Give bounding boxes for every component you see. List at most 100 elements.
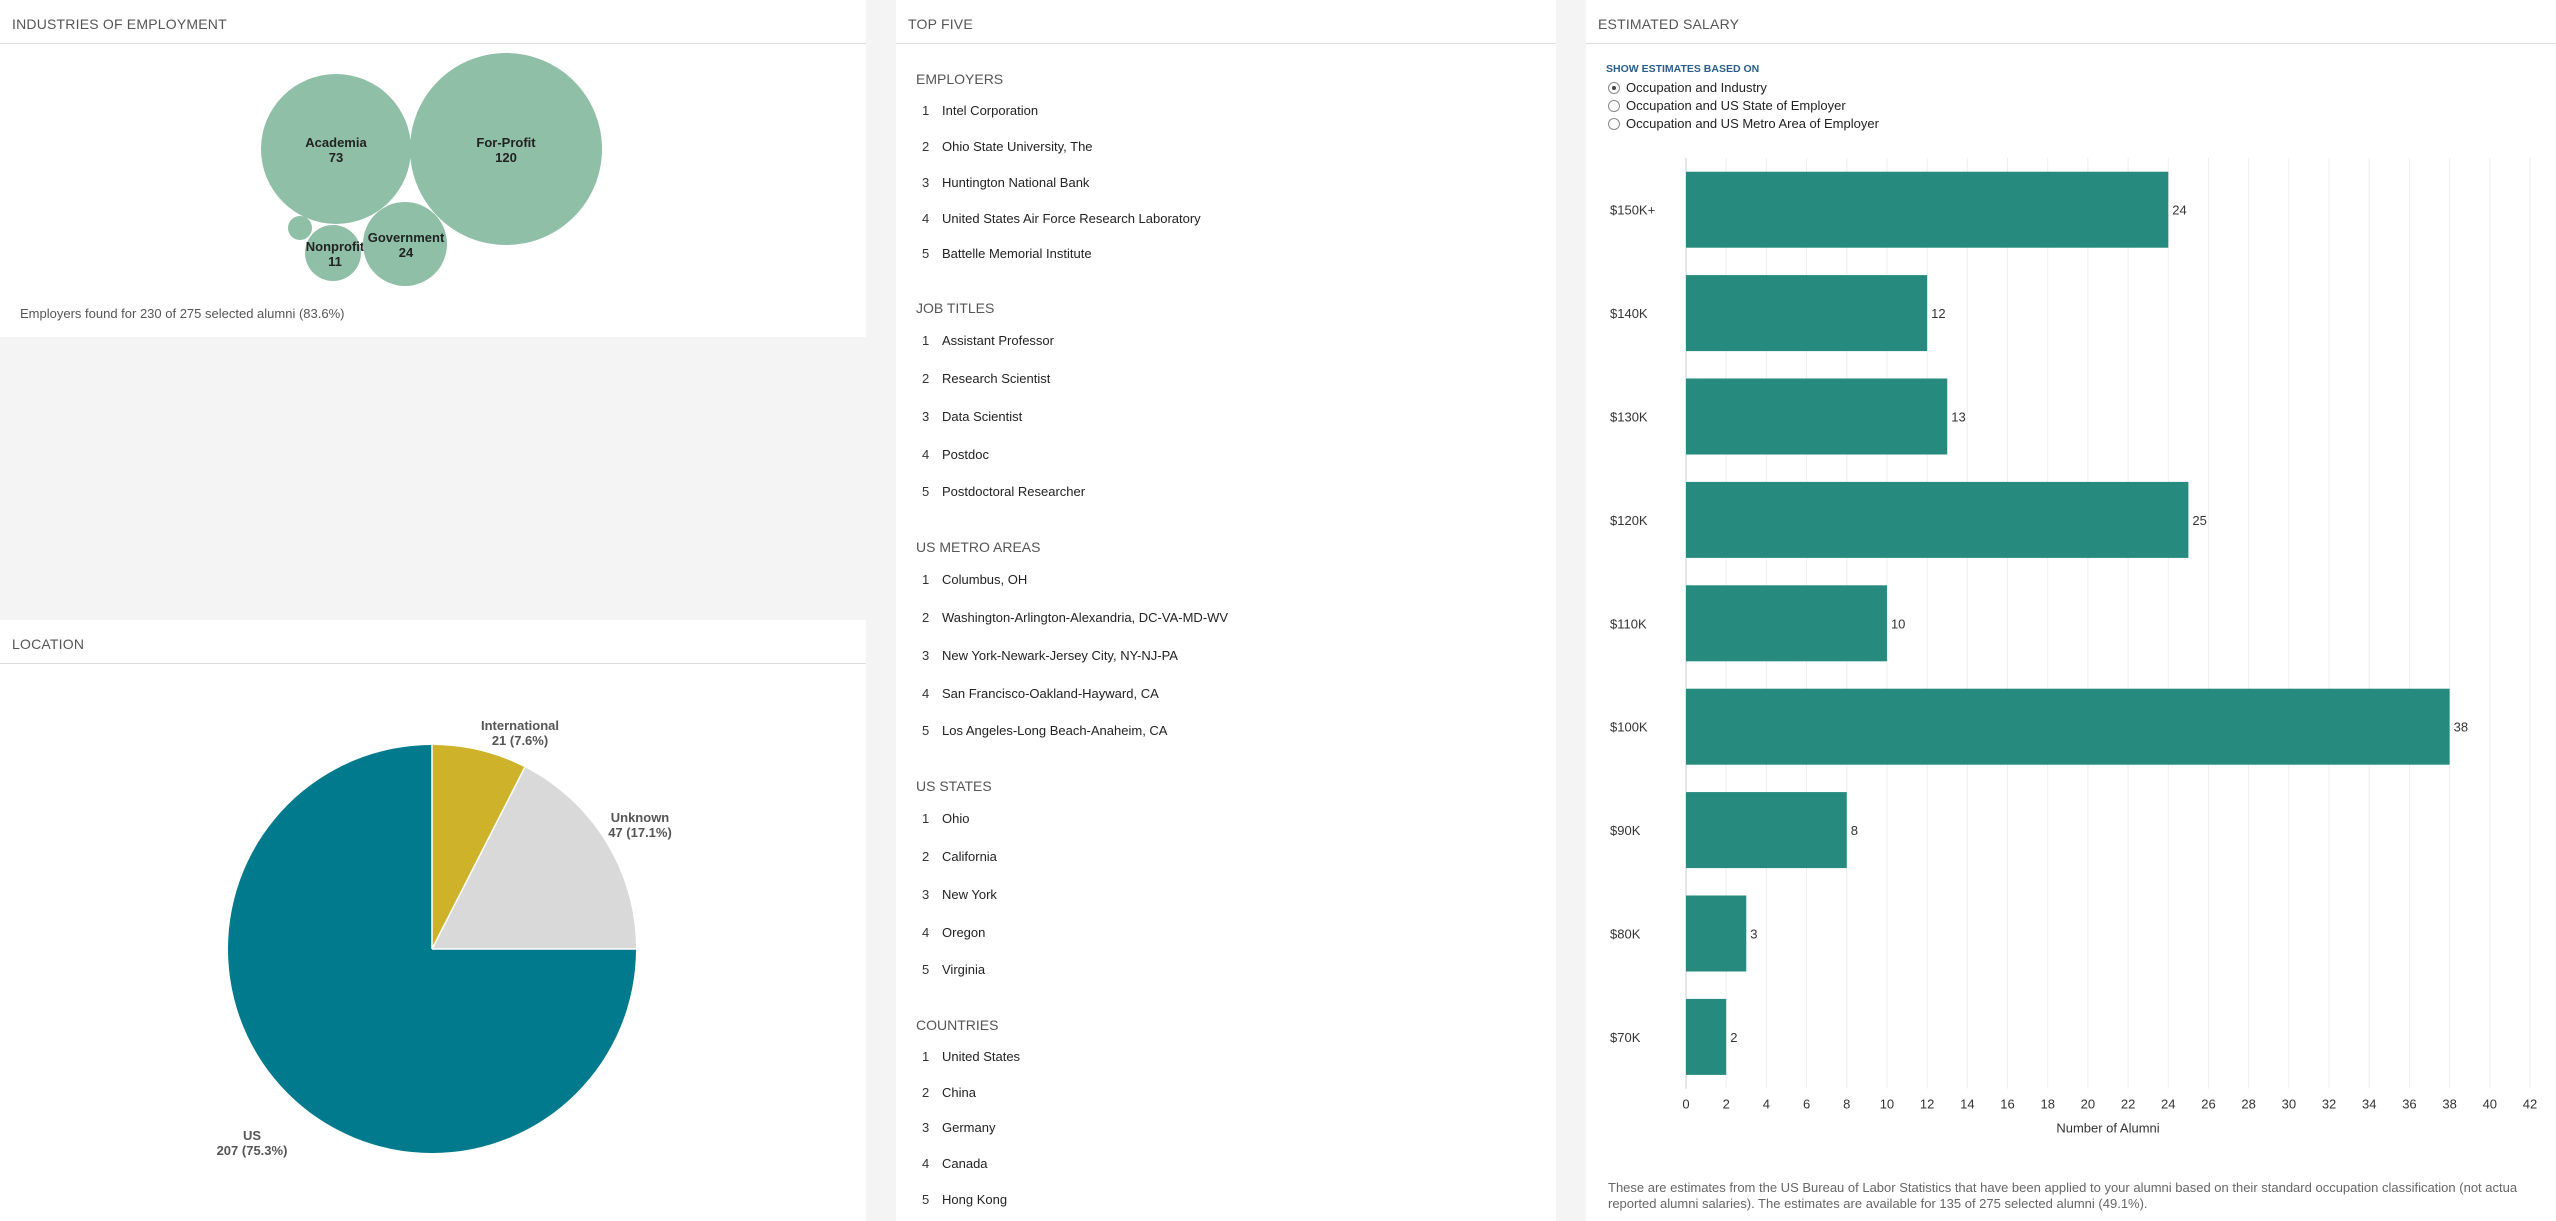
salary-bar[interactable] bbox=[1686, 792, 1847, 869]
radio-occupation-state[interactable]: Occupation and US State of Employer bbox=[1608, 98, 1846, 113]
rank-text: Huntington National Bank bbox=[942, 175, 1090, 190]
salary-bar[interactable] bbox=[1686, 585, 1887, 662]
pie-label-unknown-name: Unknown bbox=[611, 810, 670, 825]
rank-text: Postdoctoral Researcher bbox=[942, 484, 1086, 499]
x-tick-label: 8 bbox=[1843, 1097, 1850, 1112]
top-five-item: 1 Ohio bbox=[922, 811, 969, 826]
bar-value-label: 2 bbox=[1730, 1030, 1737, 1045]
rank-number: 1 bbox=[922, 333, 930, 348]
top-five-item: 3 Huntington National Bank bbox=[922, 175, 1089, 190]
rank-number: 4 bbox=[922, 447, 930, 462]
rank-number: 3 bbox=[922, 175, 930, 190]
rank-text: Virginia bbox=[942, 962, 986, 977]
rank-text: Research Scientist bbox=[942, 371, 1051, 386]
x-tick-label: 20 bbox=[2081, 1097, 2095, 1112]
salary-bar[interactable] bbox=[1686, 895, 1747, 972]
top-five-item: 5 Postdoctoral Researcher bbox=[922, 484, 1085, 499]
rank-text: Ohio State University, The bbox=[942, 139, 1093, 154]
top-five-heading-job-titles: JOB TITLES bbox=[916, 300, 995, 316]
x-tick-label: 4 bbox=[1763, 1097, 1770, 1112]
radio-unselected-icon[interactable] bbox=[1608, 99, 1620, 112]
radio-selected-icon[interactable] bbox=[1608, 81, 1620, 94]
rank-text: San Francisco-Oakland-Hayward, CA bbox=[942, 686, 1159, 701]
top-five-item: 2 Research Scientist bbox=[922, 371, 1050, 386]
top-five-item: 4 Canada bbox=[922, 1156, 988, 1171]
radio-occupation-industry[interactable]: Occupation and Industry bbox=[1608, 80, 1767, 95]
rank-number: 1 bbox=[922, 572, 930, 587]
y-category-label: $100K bbox=[1610, 720, 1648, 735]
salary-bar[interactable] bbox=[1686, 275, 1928, 352]
rank-number: 2 bbox=[922, 849, 930, 864]
salary-title: ESTIMATED SALARY bbox=[1586, 0, 2556, 44]
rank-number: 2 bbox=[922, 371, 930, 386]
x-tick-label: 0 bbox=[1682, 1097, 1689, 1112]
top-five-heading-us-metro-areas: US METRO AREAS bbox=[916, 539, 1041, 555]
x-tick-label: 38 bbox=[2442, 1097, 2456, 1112]
bubble-government-label: Government bbox=[368, 230, 445, 245]
bar-value-label: 38 bbox=[2454, 720, 2468, 735]
salary-bar[interactable] bbox=[1686, 998, 1727, 1075]
pie-slice-international[interactable] bbox=[432, 745, 525, 949]
bubble-government-value: 24 bbox=[399, 245, 414, 260]
rank-text: New York-Newark-Jersey City, NY-NJ-PA bbox=[942, 648, 1178, 663]
top-five-item: 2 California bbox=[922, 849, 997, 864]
top-five-heading-countries: COUNTRIES bbox=[916, 1017, 999, 1033]
salary-bar[interactable] bbox=[1686, 171, 2169, 248]
industries-panel: INDUSTRIES OF EMPLOYMENT Academia 73 For… bbox=[0, 0, 866, 337]
x-tick-label: 12 bbox=[1920, 1097, 1934, 1112]
x-tick-label: 14 bbox=[1960, 1097, 1974, 1112]
top-five-item: 4 Postdoc bbox=[922, 447, 989, 462]
bubble-nonprofit[interactable]: Nonprofit 11 bbox=[305, 225, 365, 281]
pie-label-us-name: US bbox=[243, 1128, 261, 1143]
rank-text: Assistant Professor bbox=[942, 333, 1054, 348]
radio-unselected-icon[interactable] bbox=[1608, 117, 1620, 130]
bubble-government[interactable]: Government 24 bbox=[363, 202, 447, 286]
x-tick-label: 26 bbox=[2201, 1097, 2215, 1112]
x-tick-label: 16 bbox=[2000, 1097, 2014, 1112]
rank-text: United States bbox=[942, 1049, 1021, 1064]
top-five-item: 3 New York bbox=[922, 887, 997, 902]
rank-number: 5 bbox=[922, 962, 930, 977]
rank-text: Los Angeles-Long Beach-Anaheim, CA bbox=[942, 723, 1168, 738]
top-five-item: 4 United States Air Force Research Labora… bbox=[922, 211, 1201, 226]
bubble-small-unlabeled[interactable] bbox=[288, 216, 312, 240]
salary-show-heading: SHOW ESTIMATES BASED ON bbox=[1606, 63, 1760, 75]
rank-text: California bbox=[942, 849, 997, 864]
y-category-label: $120K bbox=[1610, 513, 1648, 528]
salary-bar[interactable] bbox=[1686, 481, 2189, 558]
rank-number: 3 bbox=[922, 887, 930, 902]
radio-occupation-metro[interactable]: Occupation and US Metro Area of Employer bbox=[1608, 116, 1879, 131]
bubble-for-profit-label: For-Profit bbox=[476, 135, 536, 150]
x-tick-label: 30 bbox=[2282, 1097, 2296, 1112]
bubble-nonprofit-value: 11 bbox=[328, 254, 342, 269]
top-five-item: 5 Virginia bbox=[922, 962, 985, 977]
top-five-item: 1 Columbus, OH bbox=[922, 572, 1027, 587]
x-tick-label: 36 bbox=[2402, 1097, 2416, 1112]
bubble-for-profit[interactable]: For-Profit 120 bbox=[410, 53, 602, 245]
bubble-academia[interactable]: Academia 73 bbox=[261, 74, 411, 224]
industries-bubble-chart: Academia 73 For-Profit 120 Nonprofit 11 … bbox=[261, 53, 602, 286]
rank-text: Postdoc bbox=[942, 447, 989, 462]
rank-number: 4 bbox=[922, 686, 930, 701]
rank-text: United States Air Force Research Laborat… bbox=[942, 211, 1201, 226]
bubble-academia-label: Academia bbox=[305, 135, 367, 150]
pie-slice-unknown[interactable] bbox=[432, 767, 636, 949]
y-category-label: $140K bbox=[1610, 306, 1648, 321]
y-category-label: $150K+ bbox=[1610, 203, 1655, 218]
top-five-item: 1 Intel Corporation bbox=[922, 103, 1038, 118]
top-five-item: 2 Washington-Arlington-Alexandria, DC-VA-… bbox=[922, 610, 1228, 625]
rank-number: 5 bbox=[922, 1192, 930, 1207]
rank-text: Data Scientist bbox=[942, 409, 1023, 424]
salary-bar[interactable] bbox=[1686, 688, 2450, 765]
x-tick-label: 18 bbox=[2040, 1097, 2054, 1112]
y-category-label: $130K bbox=[1610, 410, 1648, 425]
rank-number: 3 bbox=[922, 648, 930, 663]
rank-text: Battelle Memorial Institute bbox=[942, 246, 1092, 261]
salary-bar[interactable] bbox=[1686, 378, 1948, 455]
bar-value-label: 24 bbox=[2172, 203, 2186, 218]
rank-number: 3 bbox=[922, 1120, 930, 1135]
rank-text: Columbus, OH bbox=[942, 572, 1028, 587]
rank-number: 1 bbox=[922, 811, 930, 826]
top-five-item: 3 Data Scientist bbox=[922, 409, 1022, 424]
